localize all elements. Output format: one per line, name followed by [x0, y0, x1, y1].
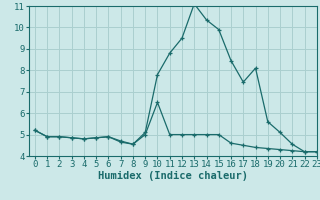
X-axis label: Humidex (Indice chaleur): Humidex (Indice chaleur) [98, 171, 248, 181]
